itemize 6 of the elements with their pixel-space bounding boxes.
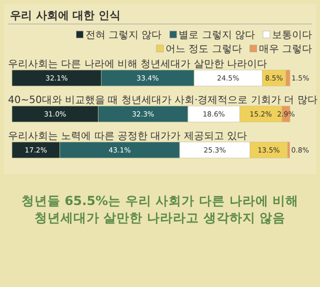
y-tick-label: 우리사회는 노력에 따른 공정한 대가가 제공되고 있다 (8, 131, 248, 142)
text: 청년들 65.5%는 우리 사회가 다른 나라에 비해 청년세대가 살만한 나라라고 생각하지 않음 (21, 193, 299, 225)
legend-label: 보통이다 (272, 30, 312, 41)
chart-title: 우리 사회에 대한 인식 (10, 9, 120, 22)
y-tick-label: 40~50대와 비교했을 때 청년세대가 사회·경제적으로 기회가 더 많다 (8, 95, 318, 106)
y-tick-label: 우리사회는 다른 나라에 비해 청년세대가 살만한 나라이다 (8, 59, 268, 70)
